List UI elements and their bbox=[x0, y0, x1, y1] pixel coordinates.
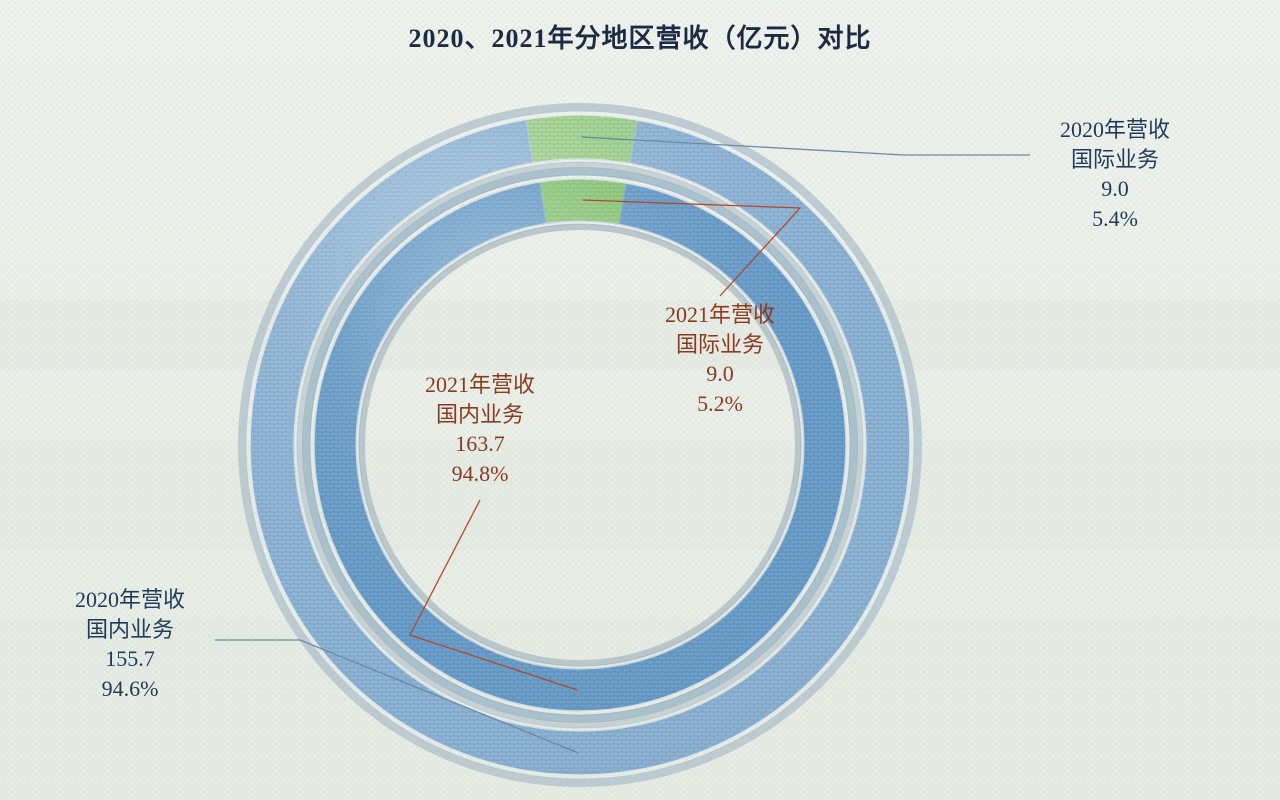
label-line: 2021年营收 bbox=[425, 370, 535, 400]
label-line: 国际业务 bbox=[665, 330, 775, 360]
label-line: 国内业务 bbox=[425, 400, 535, 430]
label-line: 163.7 bbox=[425, 429, 535, 459]
donut-segment bbox=[314, 182, 846, 711]
lbl_2020_dom: 2020年营收国内业务155.794.6% bbox=[75, 585, 185, 704]
label-line: 9.0 bbox=[1060, 174, 1170, 204]
label-line: 2020年营收 bbox=[75, 585, 185, 615]
label-line: 94.8% bbox=[425, 459, 535, 489]
label-line: 9.0 bbox=[665, 359, 775, 389]
label-line: 94.6% bbox=[75, 674, 185, 704]
label-line: 5.2% bbox=[665, 389, 775, 419]
label-line: 5.4% bbox=[1060, 204, 1170, 234]
label-line: 2020年营收 bbox=[1060, 115, 1170, 145]
lbl_2021_dom: 2021年营收国内业务163.794.8% bbox=[425, 370, 535, 489]
label-line: 国内业务 bbox=[75, 615, 185, 645]
label-line: 155.7 bbox=[75, 644, 185, 674]
lbl_2020_intl: 2020年营收国际业务9.05.4% bbox=[1060, 115, 1170, 234]
chart-stage: 2020、2021年分地区营收（亿元）对比 2020年营收国际业务9.05.4%… bbox=[0, 0, 1280, 800]
label-line: 2021年营收 bbox=[665, 300, 775, 330]
lbl_2021_intl: 2021年营收国际业务9.05.2% bbox=[665, 300, 775, 419]
label-line: 国际业务 bbox=[1060, 145, 1170, 175]
